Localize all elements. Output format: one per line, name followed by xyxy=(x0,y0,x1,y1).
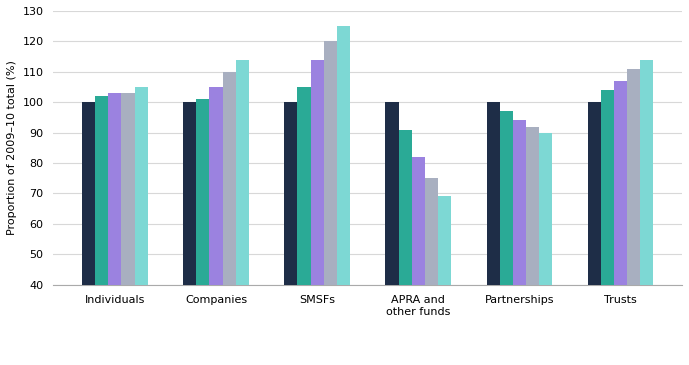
Bar xyxy=(614,81,627,365)
Bar xyxy=(526,127,539,365)
Bar xyxy=(285,102,298,365)
Bar xyxy=(513,120,526,365)
Bar xyxy=(209,87,223,365)
Bar xyxy=(398,130,412,365)
Bar xyxy=(539,132,553,365)
Bar xyxy=(223,72,236,365)
Bar xyxy=(95,96,108,365)
Bar xyxy=(640,59,653,365)
Bar xyxy=(438,196,451,365)
Bar xyxy=(500,111,513,365)
Bar xyxy=(298,87,311,365)
Bar xyxy=(337,26,350,365)
Y-axis label: Proportion of 2009–10 total (%): Proportion of 2009–10 total (%) xyxy=(7,60,17,235)
Bar xyxy=(486,102,500,365)
Bar xyxy=(324,41,337,365)
Bar xyxy=(134,87,147,365)
Bar xyxy=(121,93,134,365)
Bar xyxy=(183,102,196,365)
Bar xyxy=(196,99,209,365)
Bar xyxy=(311,59,324,365)
Bar xyxy=(108,93,121,365)
Bar xyxy=(601,90,614,365)
Bar xyxy=(627,69,640,365)
Bar xyxy=(82,102,95,365)
Bar xyxy=(236,59,249,365)
Bar xyxy=(385,102,398,365)
Bar xyxy=(412,157,425,365)
Bar xyxy=(588,102,601,365)
Bar xyxy=(425,178,438,365)
